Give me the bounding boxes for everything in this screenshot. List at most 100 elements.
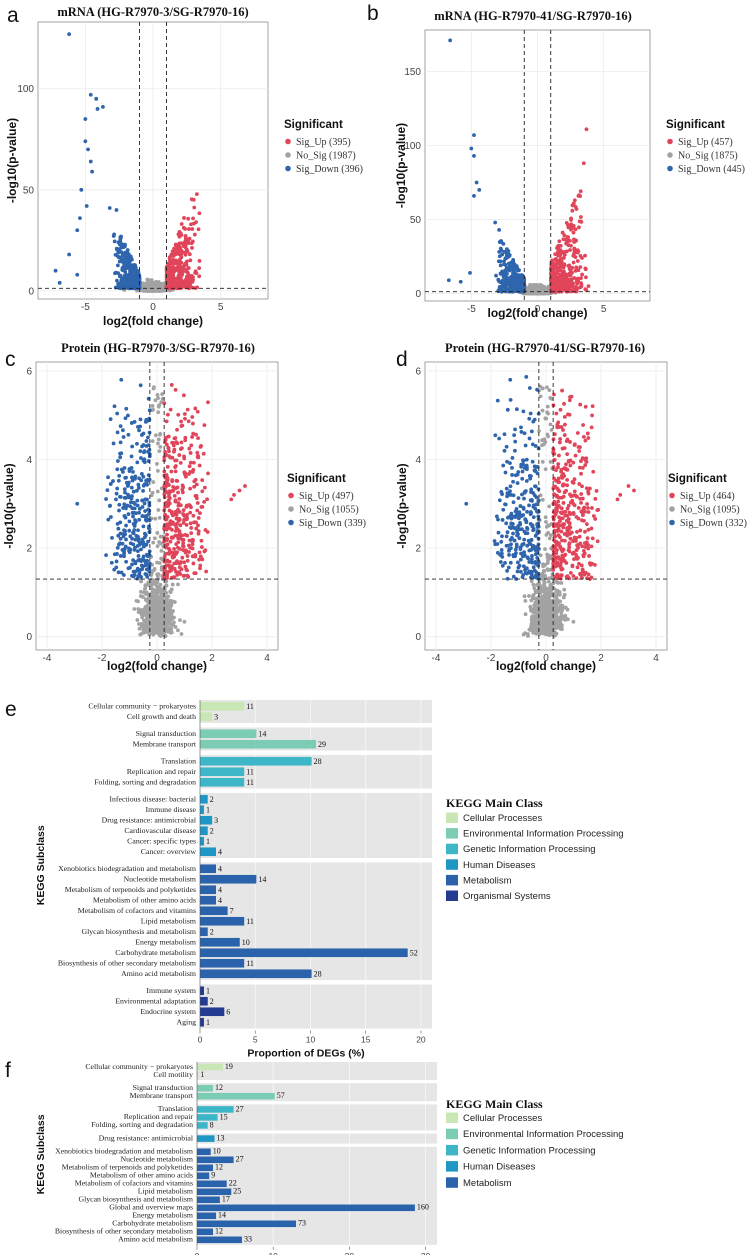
data-point xyxy=(155,392,160,397)
data-point xyxy=(178,266,183,271)
data-point xyxy=(112,239,117,244)
data-point xyxy=(142,559,147,563)
legend-marker xyxy=(285,152,291,158)
data-point xyxy=(558,256,563,261)
data-point xyxy=(567,272,572,276)
data-point xyxy=(152,619,157,624)
data-point xyxy=(84,204,89,208)
data-point xyxy=(186,216,191,221)
data-point xyxy=(203,548,208,553)
data-point xyxy=(151,615,156,620)
data-point xyxy=(193,494,198,498)
x-tick-label: 4 xyxy=(264,653,270,664)
data-point xyxy=(184,474,188,479)
data-point xyxy=(144,592,148,597)
data-point xyxy=(182,456,187,461)
data-point xyxy=(538,394,543,399)
data-point xyxy=(179,222,184,226)
data-point xyxy=(178,618,182,622)
data-point xyxy=(123,515,128,520)
data-point xyxy=(114,246,119,251)
data-point xyxy=(127,528,132,533)
data-point xyxy=(173,242,178,247)
data-point xyxy=(126,432,131,437)
data-point xyxy=(155,461,159,466)
data-point xyxy=(561,262,566,267)
data-point xyxy=(152,287,157,292)
data-point xyxy=(141,540,146,545)
data-point xyxy=(169,627,174,631)
data-point xyxy=(560,627,564,632)
data-point xyxy=(144,518,149,523)
data-point xyxy=(560,281,564,286)
data-point xyxy=(498,259,503,264)
data-point xyxy=(152,568,156,573)
data-point xyxy=(157,540,162,544)
data-point xyxy=(118,273,123,278)
data-point xyxy=(571,201,576,206)
legend-label: Sig_Up (497) xyxy=(299,491,354,502)
data-point xyxy=(229,497,234,502)
data-point xyxy=(131,514,135,519)
data-point xyxy=(119,284,124,288)
data-point xyxy=(116,459,120,463)
chart-title: mRNA (HG-R7970-3/SG-R7970-16) xyxy=(57,5,248,19)
data-point xyxy=(468,270,472,275)
panel-letter: b xyxy=(367,2,379,25)
y-tick-label: 4 xyxy=(26,455,32,466)
data-point xyxy=(127,548,131,553)
data-point xyxy=(176,490,180,495)
data-point xyxy=(184,277,189,281)
data-point xyxy=(79,187,84,192)
data-point xyxy=(577,225,581,230)
data-point xyxy=(193,571,198,576)
legend-label: No_Sig (1875) xyxy=(678,151,738,162)
data-point xyxy=(129,454,134,459)
data-point xyxy=(469,146,474,151)
data-point xyxy=(135,534,140,539)
data-point xyxy=(138,594,143,598)
data-point xyxy=(139,574,143,579)
data-point xyxy=(558,253,563,258)
data-point xyxy=(187,227,191,231)
legend-label: Sig_Down (396) xyxy=(296,164,363,175)
data-point xyxy=(557,239,562,244)
data-point xyxy=(446,278,451,283)
data-point xyxy=(130,475,134,480)
data-point xyxy=(129,421,134,425)
panel-letter: a xyxy=(7,4,19,27)
data-point xyxy=(161,588,166,593)
data-point xyxy=(243,484,247,488)
y-tick-label: 50 xyxy=(410,215,422,226)
legend-label: Sig_Down (445) xyxy=(678,164,745,175)
data-point xyxy=(123,544,128,549)
data-point xyxy=(561,237,566,242)
data-point xyxy=(115,411,120,416)
data-point xyxy=(86,147,90,152)
data-point xyxy=(158,283,163,288)
legend-marker xyxy=(667,165,673,172)
data-point xyxy=(494,273,498,278)
data-point xyxy=(67,252,72,257)
data-point xyxy=(147,614,152,619)
data-point xyxy=(116,526,121,531)
data-point xyxy=(121,534,126,539)
data-point xyxy=(140,514,145,518)
data-point xyxy=(138,383,143,388)
data-point xyxy=(143,497,148,502)
data-point xyxy=(116,254,120,259)
x-tick-label: 5 xyxy=(601,304,607,315)
data-point xyxy=(164,537,168,542)
data-point xyxy=(118,455,123,460)
data-point xyxy=(133,537,138,542)
data-point xyxy=(144,562,149,567)
data-point xyxy=(575,277,579,282)
data-point xyxy=(116,478,121,483)
data-point xyxy=(160,392,165,396)
data-point xyxy=(170,249,175,254)
data-point xyxy=(169,273,174,278)
data-point xyxy=(115,545,120,550)
data-point xyxy=(184,282,189,287)
data-point xyxy=(184,517,189,522)
data-point xyxy=(132,271,137,276)
